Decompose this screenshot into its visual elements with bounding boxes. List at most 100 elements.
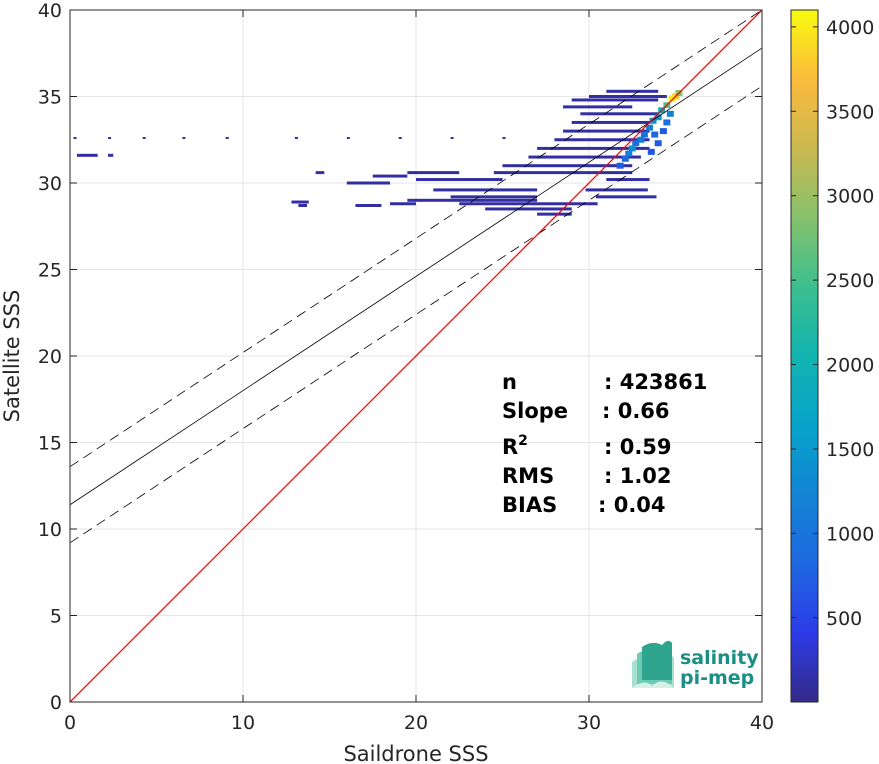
density-cell — [628, 145, 636, 152]
x-tick-label: 20 — [404, 712, 428, 734]
density-cell — [647, 148, 655, 155]
density-cell — [666, 110, 674, 117]
density-dot — [73, 137, 77, 140]
density-streak — [502, 164, 633, 168]
y-tick-label: 15 — [38, 433, 62, 455]
stat-label-text: Slope — [502, 399, 568, 423]
density-dot — [108, 137, 112, 140]
stat-label: R2 — [502, 433, 528, 459]
colorbar — [790, 9, 819, 703]
wave-logo-icon — [632, 640, 674, 688]
density-streak — [493, 171, 633, 175]
y-tick-label: 35 — [38, 87, 62, 109]
y-tick-label: 20 — [38, 346, 62, 368]
density-streak — [416, 178, 503, 182]
density-cell — [654, 114, 662, 121]
reference-lines — [70, 10, 762, 702]
density-streak — [528, 155, 641, 159]
density-cell — [621, 155, 629, 162]
colorbar-tick-label: 1000 — [826, 523, 874, 545]
colorbar-tick-label: 2000 — [826, 355, 874, 377]
density-cells — [73, 89, 683, 216]
density-streak — [485, 207, 572, 211]
x-tick-label: 30 — [577, 712, 601, 734]
stat-label-text: R — [502, 435, 518, 459]
density-streak — [571, 120, 650, 124]
density-cell — [625, 150, 633, 157]
density-cell — [616, 162, 624, 169]
x-tick-label: 0 — [64, 712, 76, 734]
fit-lower-dashed-line — [70, 85, 762, 544]
y-tick-label: 5 — [50, 606, 62, 628]
density-streak — [606, 178, 650, 182]
colorbar-tick-label: 3000 — [826, 186, 874, 208]
density-dot — [225, 137, 229, 140]
density-streak — [537, 146, 650, 150]
fit-upper-dashed-line — [70, 10, 762, 468]
density-streak — [563, 105, 633, 109]
stat-label: n — [502, 370, 517, 394]
density-streak — [589, 95, 667, 98]
y-tick-label: 10 — [38, 519, 62, 541]
density-streak — [571, 98, 659, 102]
density-dot — [398, 137, 402, 140]
density-streak — [537, 212, 572, 216]
stat-label: Slope — [502, 399, 568, 423]
density-cell — [649, 117, 657, 124]
density-dot — [502, 137, 506, 140]
y-axis-label: Satellite SSS — [0, 290, 24, 423]
y-tick-label: 40 — [38, 0, 62, 22]
density-dot — [294, 137, 298, 140]
identity-line — [70, 10, 762, 702]
colorbar-tick-label: 500 — [826, 608, 862, 630]
y-axis-ticks: 0 5 10 15 20 25 30 35 40 — [38, 0, 762, 714]
density-streak — [390, 202, 416, 206]
density-streak — [346, 181, 391, 185]
density-cell — [651, 131, 659, 138]
stat-value: : 0.66 — [602, 399, 670, 423]
density-dot — [450, 137, 454, 140]
density-cell — [659, 128, 667, 135]
stat-label-text: n — [502, 370, 517, 394]
density-streak — [459, 202, 598, 206]
logo-line-2: pi-mep — [680, 667, 754, 689]
density-cell — [632, 140, 640, 147]
density-streak — [407, 171, 460, 175]
stat-value: : 1.02 — [604, 464, 672, 488]
density-cell — [640, 131, 648, 138]
stat-label-superscript: 2 — [518, 433, 528, 449]
stats-box: n: 423861 Slope: 0.66 R2: 0.59 RMS: 1.02 BIA… — [502, 370, 707, 517]
colorbar-tick-label: 4000 — [826, 17, 874, 39]
density-dot — [142, 137, 146, 140]
density-streak — [291, 200, 309, 204]
stat-value: : 423861 — [604, 370, 707, 394]
density-streak — [563, 129, 650, 133]
stat-label: BIAS — [502, 493, 557, 517]
density-streak — [606, 89, 659, 93]
stat-label-text: BIAS — [502, 493, 557, 517]
colorbar-tick-label: 3500 — [826, 101, 874, 123]
density-streak — [450, 195, 538, 199]
density-streak — [585, 188, 648, 192]
stat-value: : 0.04 — [598, 493, 666, 517]
colorbar-tick-label: 1500 — [826, 439, 874, 461]
density-streak — [372, 174, 408, 178]
density-streak — [407, 198, 538, 202]
x-axis-ticks: 0 10 20 30 40 — [64, 10, 774, 734]
y-tick-label: 0 — [50, 692, 62, 714]
fit-line — [70, 47, 762, 506]
stat-value: : 0.59 — [604, 435, 672, 459]
density-streak — [355, 203, 382, 207]
density-streak — [76, 153, 98, 157]
salinity-pi-mep-logo: salinity pi-mep — [632, 640, 759, 689]
density-dot — [346, 137, 350, 140]
density-streak — [580, 112, 659, 116]
density-streak — [298, 203, 308, 207]
x-tick-label: 10 — [231, 712, 255, 734]
density-streak — [108, 153, 114, 157]
density-cell — [637, 136, 645, 143]
x-tick-label: 40 — [750, 712, 774, 734]
colorbar-tick-label: 2500 — [826, 270, 874, 292]
colorbar-ticks: 500 1000 1500 2000 2500 3000 3500 4000 — [791, 17, 874, 630]
